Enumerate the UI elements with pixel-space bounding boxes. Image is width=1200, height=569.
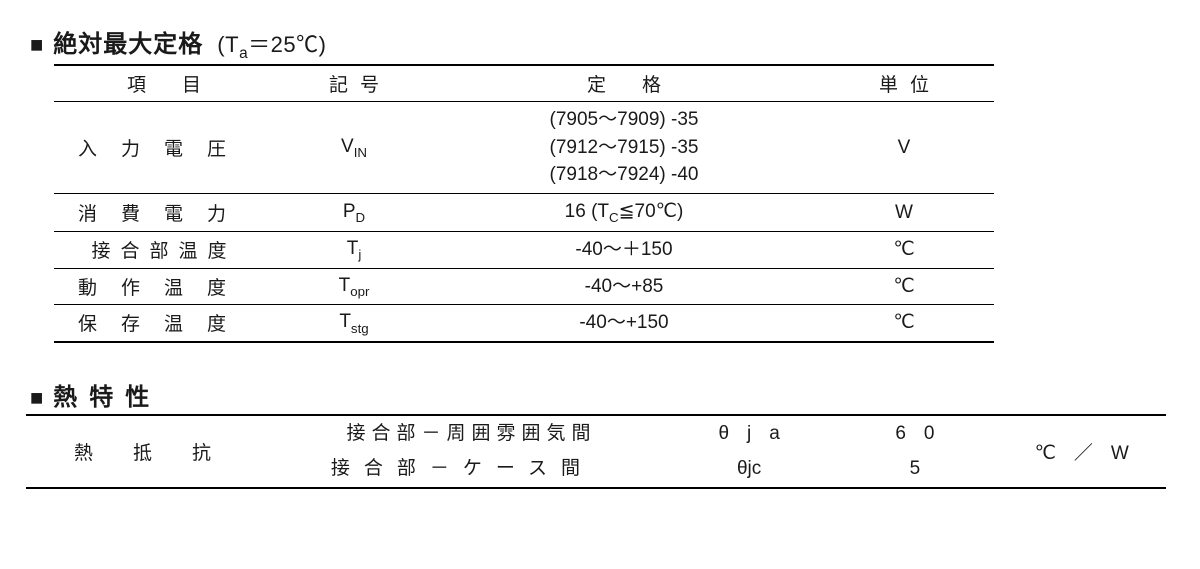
section1-title: ■ 絶対最大定格 (Ta＝25℃) [30, 24, 1176, 62]
thermal-sym-1: θjc [666, 451, 832, 488]
table-row: 動作温度Topr-40〜+85℃ [54, 268, 994, 305]
square-icon: ■ [30, 34, 43, 56]
table-row: 入力電圧VIN(7905〜7909) -35(7912〜7915) -35(79… [54, 102, 994, 194]
cell-rating: -40〜+85 [434, 268, 814, 305]
hdr-item: 項目 [54, 65, 274, 102]
hdr-symbol: 記号 [274, 65, 434, 102]
cell-unit: V [814, 102, 994, 194]
table-row: 消費電力PD16 (TC≦70℃)W [54, 194, 994, 232]
section2-heading: 熱特性 [53, 377, 161, 412]
thermal-val-1: 5 [832, 451, 997, 488]
thermal-val-0: 60 [832, 415, 997, 452]
thermal-desc-0-text: 接合部－周囲雰囲気間 [346, 423, 596, 444]
cell-unit: W [814, 194, 994, 232]
cond-sub: a [239, 45, 248, 62]
abs-max-ratings-body: 入力電圧VIN(7905〜7909) -35(7912〜7915) -35(79… [54, 102, 994, 342]
table-header-row: 項目 記号 定格 単位 [54, 65, 994, 102]
cell-rating: -40〜＋150 [434, 232, 814, 269]
thermal-body: 熱抵抗 接合部－周囲雰囲気間 θja 60 ℃／W 接合部－ケース間 θjc 5 [26, 415, 1166, 488]
table-row: 接合部温度Tj-40〜＋150℃ [54, 232, 994, 269]
thermal-unit: ℃／W [997, 415, 1166, 488]
cell-item: 消費電力 [54, 194, 274, 232]
thermal-sym-0: θja [666, 415, 832, 452]
cell-rating: 16 (TC≦70℃) [434, 194, 814, 232]
cell-rating: (7905〜7909) -35(7912〜7915) -35(7918〜7924… [434, 102, 814, 194]
cell-rating: -40〜+150 [434, 305, 814, 342]
cell-item: 入力電圧 [54, 102, 274, 194]
hdr-rating: 定格 [434, 65, 814, 102]
abs-max-ratings-table: 項目 記号 定格 単位 入力電圧VIN(7905〜7909) -35(7912〜… [54, 64, 994, 342]
cell-unit: ℃ [814, 305, 994, 342]
cond-prefix: (T [217, 32, 239, 57]
cell-unit: ℃ [814, 268, 994, 305]
cell-symbol: Tstg [274, 305, 434, 342]
hdr-unit: 単位 [814, 65, 994, 102]
cond-suffix: ＝25℃) [248, 32, 326, 57]
cell-symbol: Topr [274, 268, 434, 305]
cell-symbol: VIN [274, 102, 434, 194]
cell-unit: ℃ [814, 232, 994, 269]
section1-heading: 絶対最大定格 [53, 24, 203, 59]
section1-condition: (Ta＝25℃) [217, 27, 326, 62]
cell-item: 保存温度 [54, 305, 274, 342]
square-icon: ■ [30, 387, 43, 409]
thermal-desc-0: 接合部－周囲雰囲気間 [259, 415, 666, 452]
thermal-desc-1: 接合部－ケース間 [259, 451, 666, 488]
cell-symbol: PD [274, 194, 434, 232]
cell-symbol: Tj [274, 232, 434, 269]
section2-title: ■ 熱特性 [30, 377, 1176, 412]
thermal-desc-1-text: 接合部－ケース間 [331, 458, 594, 479]
cell-item: 動作温度 [54, 268, 274, 305]
cell-item: 接合部温度 [54, 232, 274, 269]
thermal-row-label: 熱抵抗 [26, 415, 259, 488]
thermal-table: 熱抵抗 接合部－周囲雰囲気間 θja 60 ℃／W 接合部－ケース間 θjc 5 [26, 414, 1166, 489]
table-row: 保存温度Tstg-40〜+150℃ [54, 305, 994, 342]
